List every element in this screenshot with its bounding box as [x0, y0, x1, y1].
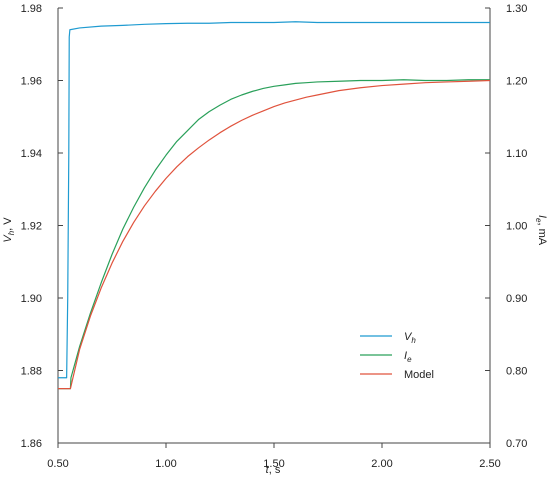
y-left-ticks: 1.86 1.88 1.90 1.92 1.94 1.96 1.98 — [21, 3, 63, 450]
y-right-tick-label: 1.10 — [506, 148, 527, 160]
y-right-tick-label: 0.70 — [506, 438, 527, 450]
y-right-tick-label: 0.80 — [506, 366, 527, 378]
y-left-tick-label: 1.98 — [21, 3, 42, 15]
series-line-vh — [58, 21, 490, 379]
series-line-ie — [58, 79, 490, 390]
legend: Vh Ie Model — [360, 331, 434, 381]
series-line-model — [58, 79, 491, 390]
legend-label-model: Model — [404, 369, 434, 381]
x-tick-label: 1.50 — [263, 458, 284, 470]
x-ticks: 0.50 1.00 1.50 2.00 2.50 — [47, 443, 501, 470]
y-left-tick-label: 1.86 — [21, 438, 42, 450]
legend-label-vh: Vh — [404, 331, 416, 345]
y-left-axis-title: Vh, V — [2, 217, 16, 243]
y-left-tick-label: 1.94 — [21, 148, 42, 160]
legend-label-ie: Ie — [404, 350, 412, 364]
x-tick-label: 2.50 — [479, 458, 500, 470]
y-right-tick-label: 1.00 — [506, 221, 527, 233]
x-tick-label: 0.50 — [47, 458, 68, 470]
y-right-axis-title: Ie, mA — [534, 215, 548, 246]
x-axis-title: t, s — [266, 464, 281, 476]
y-right-tick-label: 1.30 — [506, 3, 527, 15]
x-tick-label: 1.00 — [155, 458, 176, 470]
y-left-tick-label: 1.96 — [21, 76, 42, 88]
y-right-ticks: 0.70 0.80 0.90 1.00 1.10 1.20 1.30 — [485, 3, 527, 450]
y-right-tick-label: 1.20 — [506, 76, 527, 88]
x-tick-label: 2.00 — [371, 458, 392, 470]
y-left-tick-label: 1.92 — [21, 221, 42, 233]
series-lines — [58, 21, 491, 390]
y-left-tick-label: 1.88 — [21, 366, 42, 378]
y-right-tick-label: 0.90 — [506, 293, 527, 305]
y-left-tick-label: 1.90 — [21, 293, 42, 305]
